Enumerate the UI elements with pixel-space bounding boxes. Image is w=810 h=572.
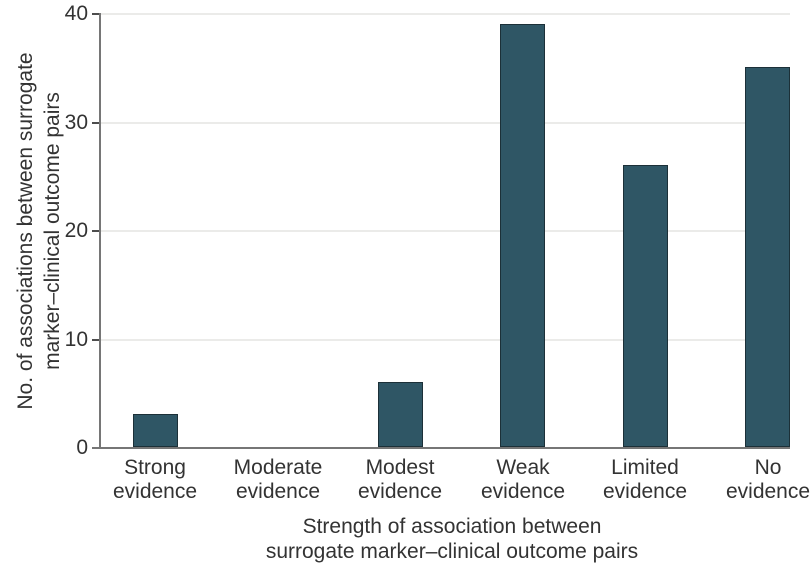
x-category-label-line: evidence bbox=[235, 480, 321, 503]
x-category-label-line: Strong bbox=[124, 456, 186, 479]
x-category-label-line: Limited bbox=[611, 456, 679, 479]
y-axis-tick-10 bbox=[92, 339, 100, 341]
x-category-label-line: Moderate bbox=[233, 456, 323, 479]
bar-modest-evidence bbox=[378, 382, 423, 447]
y-axis-title-line-1: No. of associations between surrogate bbox=[14, 52, 37, 410]
x-category-label-weak-evidence: Weak evidence bbox=[461, 456, 585, 504]
bar-limited-evidence bbox=[623, 165, 668, 447]
x-category-label-moderate-evidence: Moderate evidence bbox=[216, 456, 340, 504]
bar-strong-evidence bbox=[133, 414, 178, 447]
x-category-label-no-evidence: No evidence bbox=[706, 456, 810, 504]
y-axis-tick-label-20: 20 bbox=[64, 219, 88, 242]
y-axis-tick-label-30: 30 bbox=[64, 111, 88, 134]
x-axis-baseline bbox=[92, 447, 790, 449]
y-axis-tick-30 bbox=[92, 122, 100, 124]
x-category-label-line: evidence bbox=[725, 480, 810, 503]
gridline-30 bbox=[100, 122, 790, 124]
y-axis-tick-20 bbox=[92, 230, 100, 232]
x-category-label-limited-evidence: Limited evidence bbox=[583, 456, 707, 504]
x-category-label-line: No bbox=[754, 456, 782, 479]
x-axis-title-line-1: Strength of association between bbox=[302, 515, 602, 538]
x-category-label-line: evidence bbox=[480, 480, 566, 503]
x-category-label-line: evidence bbox=[602, 480, 688, 503]
gridline-10 bbox=[100, 339, 790, 341]
x-category-label-line: Modest bbox=[365, 456, 435, 479]
x-axis-title-line-2: surrogate marker–clinical outcome pairs bbox=[265, 540, 639, 563]
y-axis-line bbox=[99, 13, 101, 449]
y-axis-tick-label-40: 40 bbox=[64, 2, 88, 25]
y-axis-tick-label-10: 10 bbox=[64, 328, 88, 351]
gridline-20 bbox=[100, 230, 790, 232]
x-category-label-strong-evidence: Strong evidence bbox=[93, 456, 217, 504]
x-category-label-line: evidence bbox=[112, 480, 198, 503]
x-axis-title: Strength of association between surrogat… bbox=[202, 514, 702, 564]
gridline-40 bbox=[100, 13, 790, 15]
bar-no-evidence bbox=[745, 67, 790, 447]
y-axis-tick-40 bbox=[92, 13, 100, 15]
x-category-label-modest-evidence: Modest evidence bbox=[338, 456, 462, 504]
bar-weak-evidence bbox=[500, 24, 545, 447]
x-category-label-line: Weak bbox=[496, 456, 550, 479]
x-category-label-line: evidence bbox=[357, 480, 443, 503]
y-axis-tick-label-0: 0 bbox=[76, 436, 88, 459]
